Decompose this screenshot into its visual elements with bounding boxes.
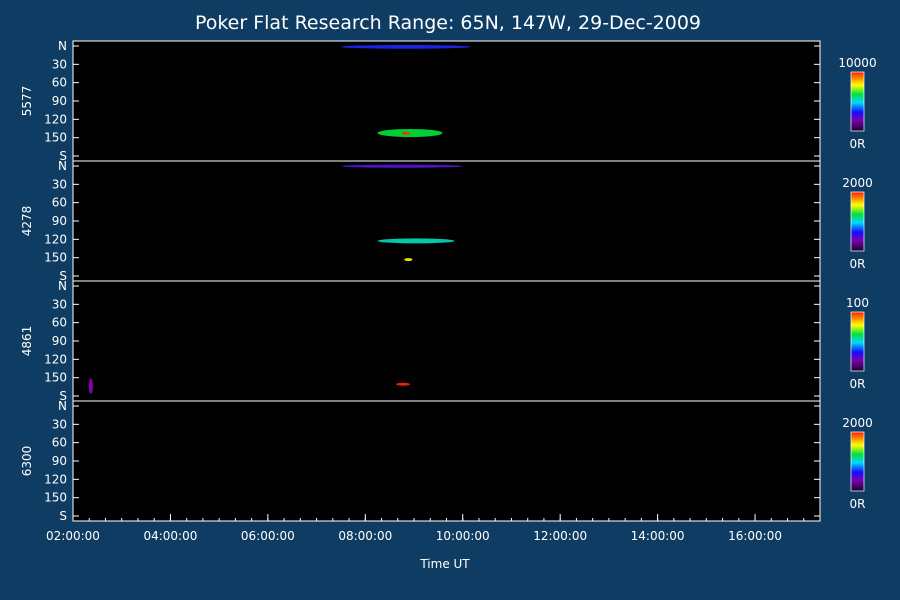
colorbar-min-label: 0R bbox=[850, 257, 866, 271]
colorbar bbox=[850, 431, 865, 492]
emission-feature bbox=[340, 45, 471, 49]
colorbar-min-label: 0R bbox=[850, 497, 866, 511]
y-tick-label: N bbox=[58, 399, 67, 413]
colorbar-max-label: 10000 bbox=[838, 56, 876, 70]
y-tick-label: 90 bbox=[52, 454, 67, 468]
y-tick-label: 120 bbox=[44, 232, 67, 246]
y-tick-label: 120 bbox=[44, 352, 67, 366]
x-tick-label: 08:00:00 bbox=[338, 529, 392, 543]
colorbar-min-label: 0R bbox=[850, 377, 866, 391]
y-tick-label: 90 bbox=[52, 94, 67, 108]
y-tick-label: 120 bbox=[44, 112, 67, 126]
panel-ylabel: 6300 bbox=[20, 446, 34, 477]
y-tick-label: 90 bbox=[52, 214, 67, 228]
y-tick-label: S bbox=[59, 149, 67, 163]
y-tick-label: 150 bbox=[44, 131, 67, 145]
chart-title: Poker Flat Research Range: 65N, 147W, 29… bbox=[195, 12, 701, 34]
y-tick-label: N bbox=[58, 159, 67, 173]
colorbar-max-label: 2000 bbox=[842, 176, 873, 190]
panel-background bbox=[73, 41, 820, 161]
panels-group: N 30 60 90 120 150 S 5577 10000 0R N 30 60 90 120 150 S 4… bbox=[20, 39, 877, 523]
y-tick-label: S bbox=[59, 389, 67, 403]
y-tick-label: 150 bbox=[44, 251, 67, 265]
y-tick-label: N bbox=[58, 39, 67, 53]
emission-feature bbox=[88, 378, 93, 394]
y-tick-label: S bbox=[59, 509, 67, 523]
emission-feature bbox=[377, 129, 443, 138]
y-tick-label: 120 bbox=[44, 472, 67, 486]
y-tick-label: N bbox=[58, 279, 67, 293]
panel-4861: N 30 60 90 120 150 S 4861 100 0R bbox=[20, 279, 869, 403]
colorbar bbox=[850, 311, 865, 372]
emission-feature bbox=[396, 382, 410, 386]
x-tick-label: 14:00:00 bbox=[631, 529, 685, 543]
x-tick-label: 04:00:00 bbox=[143, 529, 197, 543]
panel-4278: N 30 60 90 120 150 S 4278 2000 0R bbox=[20, 159, 873, 283]
x-axis-label: Time UT bbox=[419, 557, 470, 571]
y-tick-label: 30 bbox=[52, 297, 67, 311]
colorbar-max-label: 2000 bbox=[842, 416, 873, 430]
y-tick-label: 150 bbox=[44, 491, 67, 505]
y-tick-label: 60 bbox=[52, 76, 67, 90]
colorbar-min-label: 0R bbox=[850, 137, 866, 151]
y-tick-label: 30 bbox=[52, 177, 67, 191]
panel-ylabel: 5577 bbox=[20, 86, 34, 117]
y-tick-label: 150 bbox=[44, 371, 67, 385]
x-tick-label: 12:00:00 bbox=[533, 529, 587, 543]
colorbar-max-label: 100 bbox=[846, 296, 869, 310]
x-tick-label: 16:00:00 bbox=[728, 529, 782, 543]
x-axis: 02:00:00 04:00:00 06:00:00 08:00:00 10:00:00… bbox=[46, 514, 821, 543]
y-tick-label: 90 bbox=[52, 334, 67, 348]
x-tick-label: 10:00:00 bbox=[436, 529, 490, 543]
x-tick-label: 06:00:00 bbox=[241, 529, 295, 543]
panel-ylabel: 4861 bbox=[20, 326, 34, 357]
colorbar bbox=[850, 191, 865, 252]
emission-feature bbox=[377, 238, 455, 244]
emission-feature bbox=[401, 131, 410, 135]
x-tick-label: 02:00:00 bbox=[46, 529, 100, 543]
panel-background bbox=[73, 161, 820, 281]
panel-background bbox=[73, 281, 820, 401]
y-tick-label: 60 bbox=[52, 436, 67, 450]
panel-background bbox=[73, 401, 820, 521]
panel-6300: N 30 60 90 120 150 S 6300 2000 0R bbox=[20, 399, 873, 523]
colorbar bbox=[850, 71, 865, 132]
panel-5577: N 30 60 90 120 150 S 5577 10000 0R bbox=[20, 39, 877, 163]
y-tick-label: 30 bbox=[52, 57, 67, 71]
y-tick-label: 30 bbox=[52, 417, 67, 431]
y-tick-label: S bbox=[59, 269, 67, 283]
panel-ylabel: 4278 bbox=[20, 206, 34, 237]
emission-feature bbox=[404, 258, 413, 262]
y-tick-label: 60 bbox=[52, 196, 67, 210]
emission-feature bbox=[340, 164, 463, 168]
y-tick-label: 60 bbox=[52, 316, 67, 330]
